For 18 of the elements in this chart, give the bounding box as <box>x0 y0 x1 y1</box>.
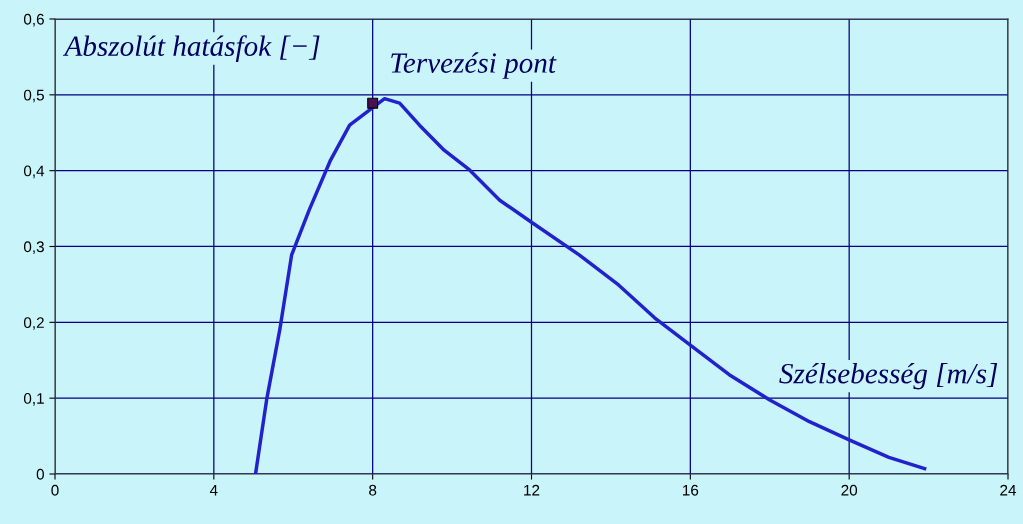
annotation: Tervezési pont <box>391 52 557 79</box>
y-tick-label: 0,3 <box>23 241 44 254</box>
x-tick-label: 20 <box>841 484 858 496</box>
x-tick-label: 4 <box>209 484 218 496</box>
x-tick-label: 0 <box>51 484 59 496</box>
y-axis-title: Abszolút hatásfok [−] <box>62 35 320 62</box>
y-tick-label: 0,1 <box>23 393 44 406</box>
y-tick-label: 0 <box>36 468 44 480</box>
y-tick-label: 0,4 <box>23 165 45 179</box>
y-tick-label: 0,6 <box>23 13 44 27</box>
y-tick-label: 0,2 <box>23 317 44 330</box>
x-tick-label: 24 <box>1000 484 1017 496</box>
x-tick-label: 12 <box>524 484 540 496</box>
line-series <box>253 96 927 474</box>
x-tick-label: 8 <box>369 484 377 496</box>
y-tick-label: 0,5 <box>23 89 44 103</box>
x-tick-label: 16 <box>683 484 699 496</box>
x-axis-title: Szélsebesség [m/s] <box>779 362 998 390</box>
